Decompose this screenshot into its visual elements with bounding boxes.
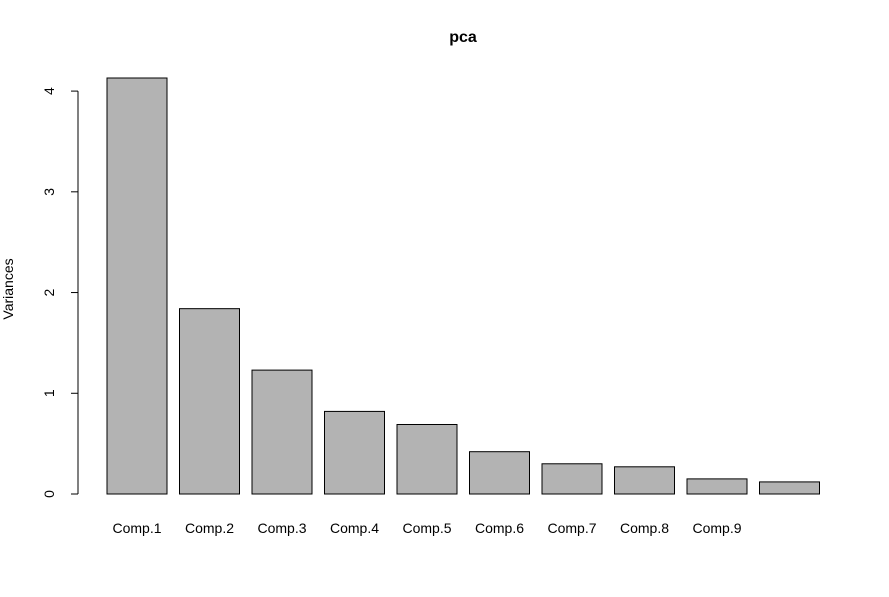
y-tick-label: 4 [41,87,57,95]
x-tick-label: Comp.3 [257,520,306,536]
x-tick-label: Comp.2 [185,520,234,536]
x-tick-label: Comp.1 [112,520,161,536]
x-tick-label: Comp.4 [330,520,379,536]
bar [614,466,675,495]
bar [541,463,603,495]
bar [469,451,530,495]
y-tick-label: 1 [41,389,57,397]
chart-title: pca [449,29,477,46]
x-tick-label: Comp.9 [692,520,741,536]
y-axis-label: Variances [0,258,16,319]
x-tick-label: Comp.5 [402,520,451,536]
bar [251,369,313,495]
x-tick-label: Comp.7 [547,520,596,536]
bar [759,481,820,495]
y-tick-label: 0 [41,490,57,498]
bar [686,478,748,495]
y-tick-label: 3 [41,188,57,196]
x-tick-label: Comp.8 [620,520,669,536]
bar [179,308,240,495]
y-tick-label: 2 [41,288,57,296]
bar [324,410,385,495]
bar [106,77,168,495]
x-tick-label: Comp.6 [475,520,524,536]
bar [396,423,458,495]
